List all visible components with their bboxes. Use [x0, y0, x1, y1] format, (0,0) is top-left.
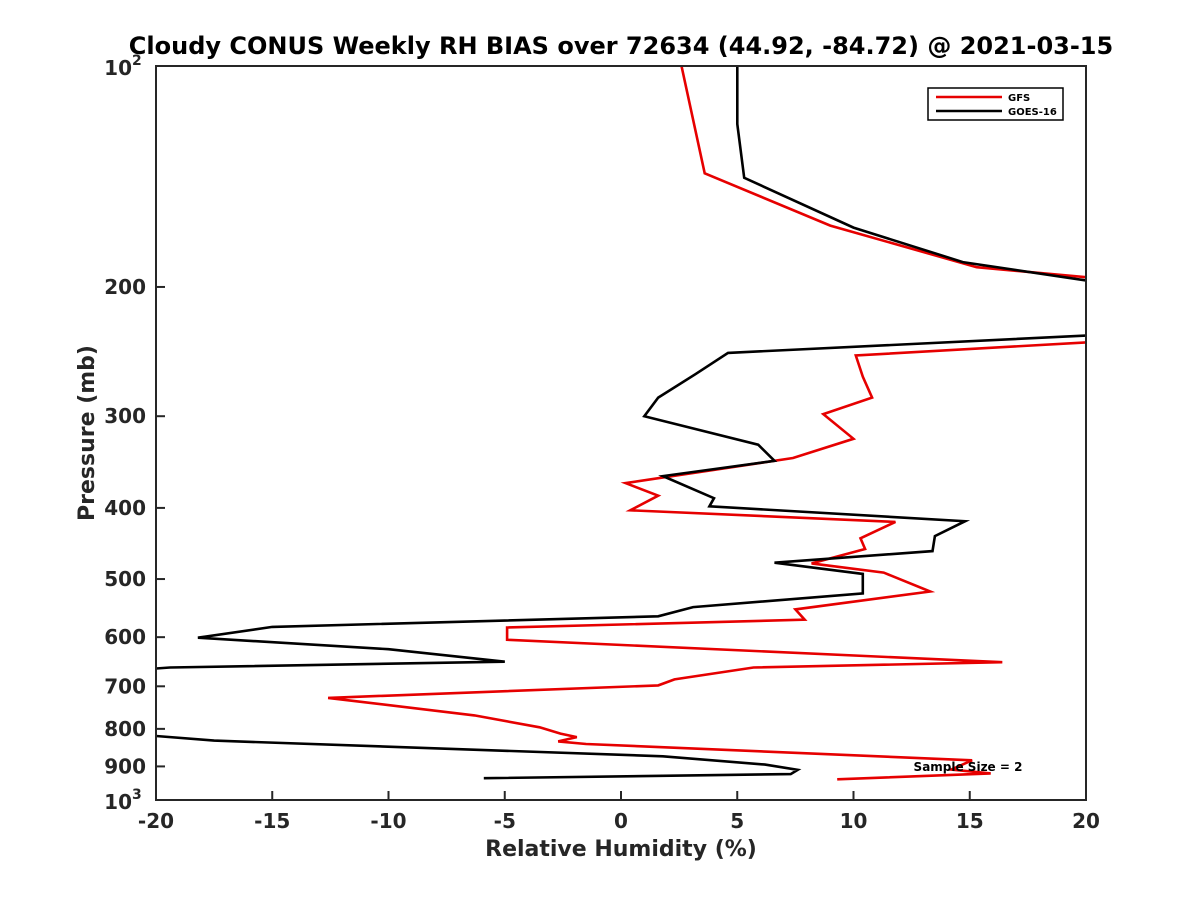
y-tick-label: 900 [104, 754, 146, 778]
x-tick-label: -20 [138, 809, 174, 833]
x-tick-label: 15 [956, 809, 984, 833]
y-tick-label: 10 [104, 56, 132, 80]
y-tick-label: 600 [104, 625, 146, 649]
y-tick-exponent: 3 [132, 787, 142, 803]
y-tick-label: 10 [104, 790, 132, 814]
x-tick-label: 0 [614, 809, 628, 833]
series-line-goes16 [156, 66, 1086, 780]
legend-label-goes16: GOES-16 [1008, 107, 1057, 118]
y-tick-exponent: 2 [132, 53, 142, 69]
y-tick-label: 400 [104, 496, 146, 520]
plot-lines [156, 66, 1086, 781]
chart-title: Cloudy CONUS Weekly RH BIAS over 72634 (… [129, 32, 1113, 60]
legend: GFS GOES-16 [927, 87, 1064, 121]
x-axis-label: Relative Humidity (%) [485, 837, 757, 862]
x-tick-label: 10 [840, 809, 868, 833]
x-axis-ticks: -20 -15 -10 -5 0 5 10 15 20 [138, 791, 1100, 833]
x-tick-label: -5 [494, 809, 516, 833]
y-tick-label: 800 [104, 717, 146, 741]
y-tick-label: 700 [104, 674, 146, 698]
x-tick-label: -15 [254, 809, 290, 833]
y-axis-label: Pressure (mb) [75, 345, 100, 521]
sample-size-annotation: Sample Size = 2 [914, 760, 1023, 774]
x-tick-label: 20 [1072, 809, 1100, 833]
y-tick-label: 200 [104, 275, 146, 299]
x-tick-label: 5 [730, 809, 744, 833]
legend-label-gfs: GFS [1008, 93, 1030, 104]
x-tick-label: -10 [370, 809, 406, 833]
y-tick-label: 300 [104, 404, 146, 428]
y-tick-label: 500 [104, 567, 146, 591]
legend-box [927, 87, 1064, 121]
